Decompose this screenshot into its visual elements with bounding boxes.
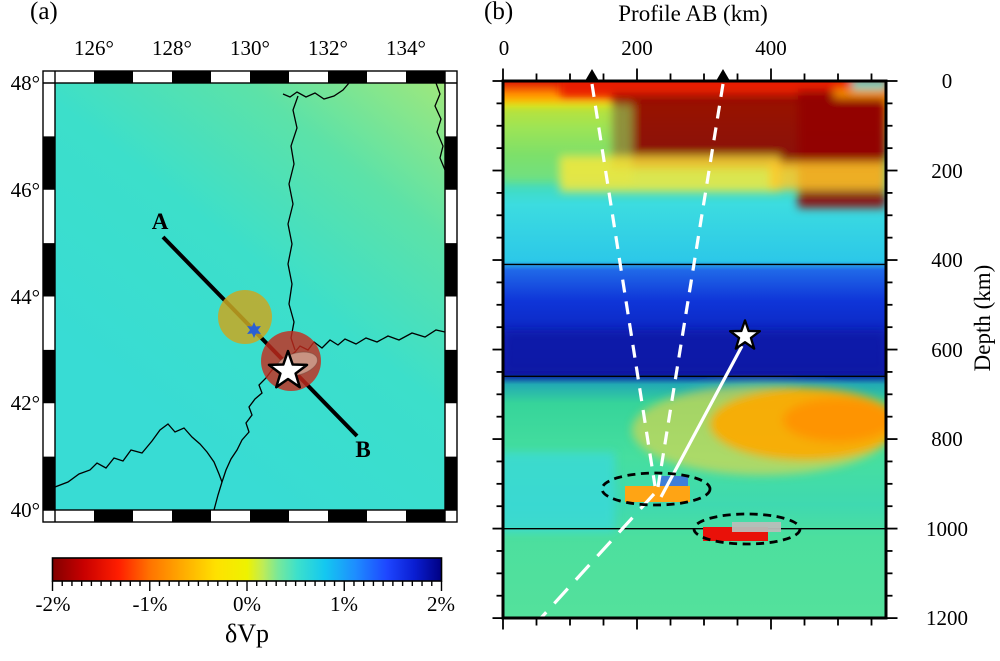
- depth-tick-label: 0: [941, 69, 953, 93]
- depth-tick-label: 800: [931, 427, 963, 451]
- scatterer-outline-lower: [692, 512, 802, 546]
- panel-a-label: (a): [30, 0, 58, 25]
- blue-patch: [659, 476, 688, 486]
- yellow-circle-marker: [218, 290, 272, 344]
- depth-tick-label: 600: [931, 338, 963, 362]
- section-frame: [501, 79, 888, 620]
- lat-tick-label: 48°: [10, 71, 40, 95]
- section-svg: [492, 68, 898, 630]
- lon-tick-label: 126°: [74, 36, 114, 60]
- x-tick-label: 0: [498, 36, 510, 60]
- map-frame: [42, 70, 458, 523]
- depth-tick-label: 1000: [926, 517, 968, 541]
- blue-station-marker-icon: [247, 322, 261, 338]
- colorbar-tick-label: -1%: [132, 592, 168, 616]
- lon-tick-label: 128°: [152, 36, 192, 60]
- colorbar-svg: [51, 557, 443, 591]
- colorbar-tick-label: 2%: [427, 592, 455, 616]
- lat-tick-label: 46°: [10, 178, 40, 202]
- profile-a-label: A: [151, 209, 169, 234]
- depth-tick-label: 200: [931, 159, 963, 183]
- lat-tick-label: 40°: [10, 498, 40, 522]
- profile-b-label: B: [355, 437, 371, 462]
- scatterer-outline-upper: [600, 471, 712, 507]
- lat-tick-label: 42°: [10, 391, 40, 415]
- station-triangle-icon: [585, 69, 599, 81]
- orange-patch: [625, 486, 690, 502]
- earthquake-star-icon: [728, 319, 762, 350]
- colorbar-title: δVp: [224, 619, 270, 648]
- lat-tick-label: 44°: [10, 285, 40, 309]
- map-svg: [42, 70, 458, 523]
- lon-tick-label: 130°: [230, 36, 270, 60]
- x-tick-label: 200: [621, 36, 653, 60]
- lon-tick-label: 132°: [308, 36, 348, 60]
- panel-b-label: (b): [484, 0, 514, 25]
- colorbar-tick-label: 1%: [330, 592, 358, 616]
- lon-tick-label: 134°: [386, 36, 426, 60]
- depth-axis-title: Depth (km): [970, 264, 995, 372]
- depth-tick-label: 400: [931, 248, 963, 272]
- ray-paths: [539, 83, 744, 618]
- panel-b-title: Profile AB (km): [618, 1, 768, 26]
- colorbar-gradient: [51, 557, 443, 582]
- x-tick-label: 400: [755, 36, 787, 60]
- depth-tick-label: 1200: [926, 606, 968, 630]
- gray-patch: [732, 522, 781, 532]
- colorbar-ticks: [51, 581, 443, 591]
- section-axis-ticks: [492, 68, 898, 630]
- colorbar-tick-label: -2%: [35, 592, 71, 616]
- epicenter-star-icon: [267, 349, 309, 389]
- station-triangle-icon: [716, 69, 730, 81]
- colorbar-tick-label: 0%: [233, 592, 261, 616]
